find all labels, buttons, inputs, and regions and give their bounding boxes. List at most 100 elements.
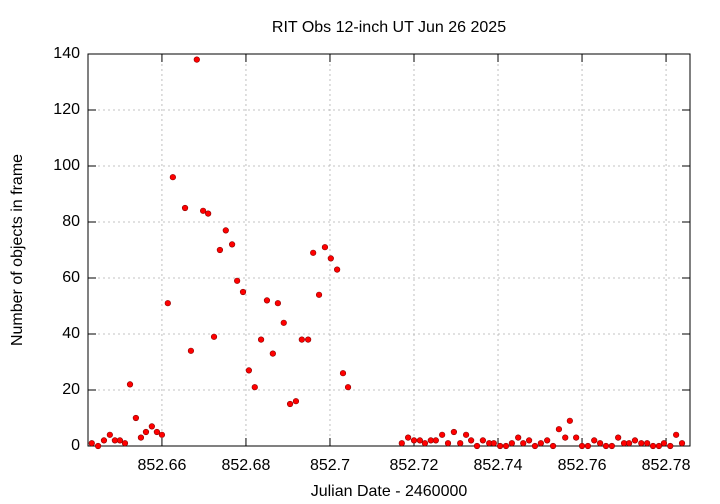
data-point (280, 319, 287, 326)
data-point (310, 249, 317, 256)
data-point (210, 333, 218, 340)
data-point (94, 442, 102, 450)
data-point (164, 300, 171, 307)
data-point (602, 442, 610, 450)
y-tick-label: 20 (62, 381, 80, 398)
data-point (286, 400, 294, 408)
data-point (339, 370, 347, 377)
data-point (655, 442, 663, 450)
y-axis-label: Number of objects in frame (9, 154, 26, 346)
data-point (234, 277, 241, 284)
data-point (490, 440, 497, 447)
data-point (544, 437, 551, 444)
data-point (153, 428, 160, 436)
data-point (537, 440, 544, 447)
data-point (526, 437, 533, 444)
data-point (187, 347, 195, 354)
plot-frame (87, 53, 691, 447)
x-tick-label: 852.68 (221, 457, 270, 474)
y-tick-label: 100 (53, 157, 80, 174)
data-point (462, 431, 470, 438)
data-point (596, 440, 604, 447)
data-point (531, 442, 539, 450)
data-point (126, 381, 134, 388)
data-point (416, 437, 423, 444)
data-point (468, 437, 475, 444)
data-point (457, 440, 464, 447)
data-point (555, 426, 563, 433)
data-point (193, 56, 200, 63)
data-point (432, 437, 439, 444)
data-point (142, 428, 150, 436)
data-point (181, 204, 189, 212)
data-point (638, 440, 645, 447)
data-point (439, 431, 446, 438)
data-point (631, 437, 639, 444)
data-point (562, 434, 569, 441)
data-point (644, 440, 651, 447)
data-point (148, 423, 155, 430)
y-tick-label: 140 (53, 45, 80, 62)
data-point (479, 437, 486, 444)
x-tick-label: 852.76 (558, 457, 607, 474)
data-point (421, 440, 429, 447)
data-point (274, 300, 281, 307)
data-point (450, 428, 458, 436)
data-point (497, 442, 504, 450)
data-point (216, 246, 224, 254)
data-point (573, 434, 580, 441)
data-point (660, 440, 668, 447)
data-point (200, 207, 207, 214)
data-point (502, 442, 510, 450)
data-point (508, 440, 515, 447)
data-point (473, 442, 481, 450)
data-point (292, 398, 300, 405)
data-point (321, 244, 329, 251)
data-point (520, 440, 527, 447)
data-point (305, 336, 312, 343)
data-point (132, 414, 139, 422)
data-point (116, 437, 124, 444)
data-point (121, 440, 129, 447)
y-tick-label: 120 (53, 101, 80, 118)
data-point (205, 210, 212, 217)
data-point (578, 442, 586, 450)
data-point (263, 297, 271, 304)
data-point (515, 434, 522, 441)
y-tick-label: 0 (71, 437, 80, 454)
y-tick-label: 60 (62, 269, 80, 286)
data-point (566, 417, 573, 424)
data-point (239, 288, 247, 296)
data-point (334, 266, 341, 273)
data-point (245, 367, 252, 374)
data-point (257, 336, 265, 343)
data-point (584, 442, 592, 450)
data-point (137, 434, 145, 441)
x-tick-label: 852.66 (137, 457, 186, 474)
data-point (608, 442, 615, 450)
x-tick-label: 852.72 (390, 457, 439, 474)
data-point (315, 291, 323, 298)
data-point (591, 437, 598, 444)
data-point (88, 440, 95, 447)
data-point (169, 174, 176, 181)
data-point (549, 442, 557, 450)
y-tick-label: 80 (62, 213, 80, 230)
data-point (158, 431, 166, 438)
data-point (398, 440, 405, 447)
data-point (228, 241, 236, 248)
data-point (298, 336, 305, 343)
data-point (444, 440, 452, 447)
data-point (251, 384, 258, 391)
data-point (106, 431, 113, 438)
data-point (615, 434, 622, 441)
data-point (222, 227, 229, 234)
x-tick-label: 852.78 (642, 457, 691, 474)
y-tick-label: 40 (62, 325, 80, 342)
data-point (405, 434, 412, 441)
x-tick-label: 852.74 (474, 457, 523, 474)
data-point (673, 431, 680, 438)
data-point (678, 440, 686, 447)
data-point (327, 255, 334, 262)
